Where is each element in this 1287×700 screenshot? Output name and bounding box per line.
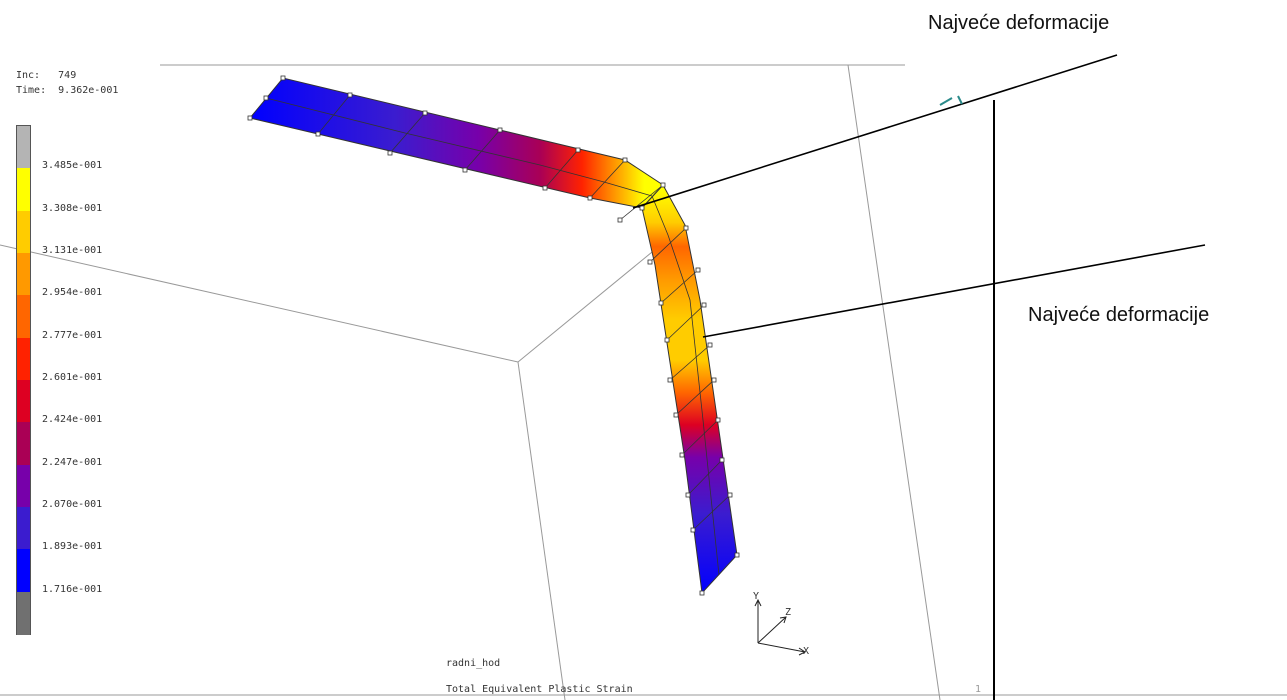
legend-label: 2.777e-001 [42, 329, 103, 341]
inc-label: Inc: [16, 70, 41, 81]
legend-color-bar [16, 125, 31, 635]
axis-x-label: X [803, 646, 810, 657]
axis-z-label: Z [785, 607, 792, 618]
mesh-nodes [247, 75, 740, 596]
time-label: Time: [16, 85, 47, 96]
increment-info: Inc: 749 Time: 9.362e-001 [16, 68, 118, 98]
axis-y-label: Y [753, 591, 760, 602]
legend-label: 2.424e-001 [42, 414, 103, 426]
legend-label: 1.716e-001 [42, 583, 103, 595]
inc-value: 749 [58, 70, 77, 81]
mesh-lines [265, 94, 731, 576]
legend-color-cell [17, 549, 30, 593]
legend-color-cell [17, 253, 30, 296]
view-marker-icon [939, 95, 963, 106]
legend-color-cell [17, 422, 30, 466]
legend-color-cell [17, 380, 30, 423]
legend-color-cell [17, 464, 30, 508]
legend-color-cell [17, 295, 30, 339]
legend-color-cell [17, 168, 30, 212]
annotation-leader-2 [702, 244, 1206, 338]
legend-label: 3.308e-001 [42, 202, 103, 214]
legend-label: 2.601e-001 [42, 372, 103, 383]
job-name: radni_hod [446, 658, 501, 669]
axis-triad [754, 598, 806, 656]
time-value: 9.362e-001 [58, 85, 119, 96]
strip-vertical-arm [641, 184, 738, 595]
legend-label: 2.247e-001 [42, 456, 103, 468]
annotation-label-1: Najveće deformacije [928, 12, 1110, 34]
legend-label: 2.070e-001 [42, 499, 103, 510]
strip-horizontal-arm [249, 77, 664, 209]
result-name: Total Equivalent Plastic Strain [446, 684, 633, 695]
legend-label: 2.954e-001 [42, 287, 103, 299]
legend-color-cell [17, 337, 30, 381]
legend-color-cell [17, 126, 30, 169]
annotation-label-2: Najveće deformacije [1028, 304, 1210, 326]
legend-label: 1.893e-001 [42, 541, 103, 553]
annotation-leader-1 [632, 54, 1118, 209]
legend-color-cell [17, 210, 30, 254]
page-number: 1 [975, 684, 982, 695]
bounding-box-lines [0, 64, 1287, 700]
legend-color-cell [17, 591, 30, 635]
legend-label: 3.131e-001 [42, 245, 103, 256]
legend-label: 3.485e-001 [42, 160, 103, 172]
legend-color-cell [17, 507, 30, 550]
